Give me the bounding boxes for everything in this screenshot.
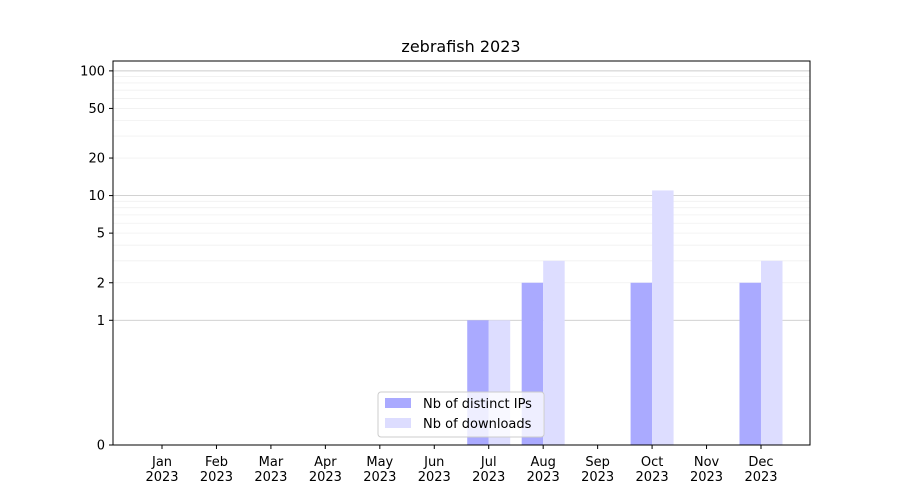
y-tick-label: 50 <box>88 102 105 117</box>
x-tick-label: Dec 2023 <box>744 455 777 485</box>
x-tick-label: Mar 2023 <box>254 455 287 485</box>
chart-title: zebrafish 2023 <box>401 37 520 56</box>
x-tick-label: Jun 2023 <box>418 455 451 485</box>
x-tick-label: Feb 2023 <box>200 455 233 485</box>
y-tick-label: 2 <box>97 276 105 291</box>
bar-distinct-ips <box>630 282 653 445</box>
x-tick-label: Jul 2023 <box>472 455 505 485</box>
bar-downloads <box>652 190 674 445</box>
y-tick-label: 0 <box>97 439 105 454</box>
y-tick-label: 5 <box>97 227 105 242</box>
x-tick-label: Jan 2023 <box>145 455 178 485</box>
legend-box <box>377 391 545 438</box>
bar-downloads <box>543 260 565 445</box>
legend: Nb of distinct IPs Nb of downloads <box>377 391 545 438</box>
y-tick-label: 1 <box>97 314 105 329</box>
legend-swatch <box>385 418 411 428</box>
legend-swatch <box>385 398 411 408</box>
y-tick-label: 20 <box>88 152 105 167</box>
plot-frame <box>112 60 811 446</box>
x-tick-label: Aug 2023 <box>527 455 560 485</box>
legend-label: Nb of downloads <box>423 417 532 432</box>
x-tick-label: Oct 2023 <box>636 455 669 485</box>
x-tick-label: Nov 2023 <box>690 455 723 485</box>
y-tick-label: 10 <box>88 189 105 204</box>
bar-downloads <box>760 260 783 445</box>
y-tick-label: 100 <box>80 64 105 79</box>
grid-lines <box>113 70 810 321</box>
legend-label: Nb of distinct IPs <box>423 397 532 412</box>
x-tick-label: Apr 2023 <box>309 455 342 485</box>
x-tick-label: May 2023 <box>363 455 396 485</box>
bar-distinct-ips <box>739 282 761 445</box>
axes: 0 1 2 5 10 20 50 100 Jan 2023 Feb 2023 Mar 2023 Apr 202… <box>80 60 811 485</box>
x-tick-label: Sep 2023 <box>581 455 614 485</box>
